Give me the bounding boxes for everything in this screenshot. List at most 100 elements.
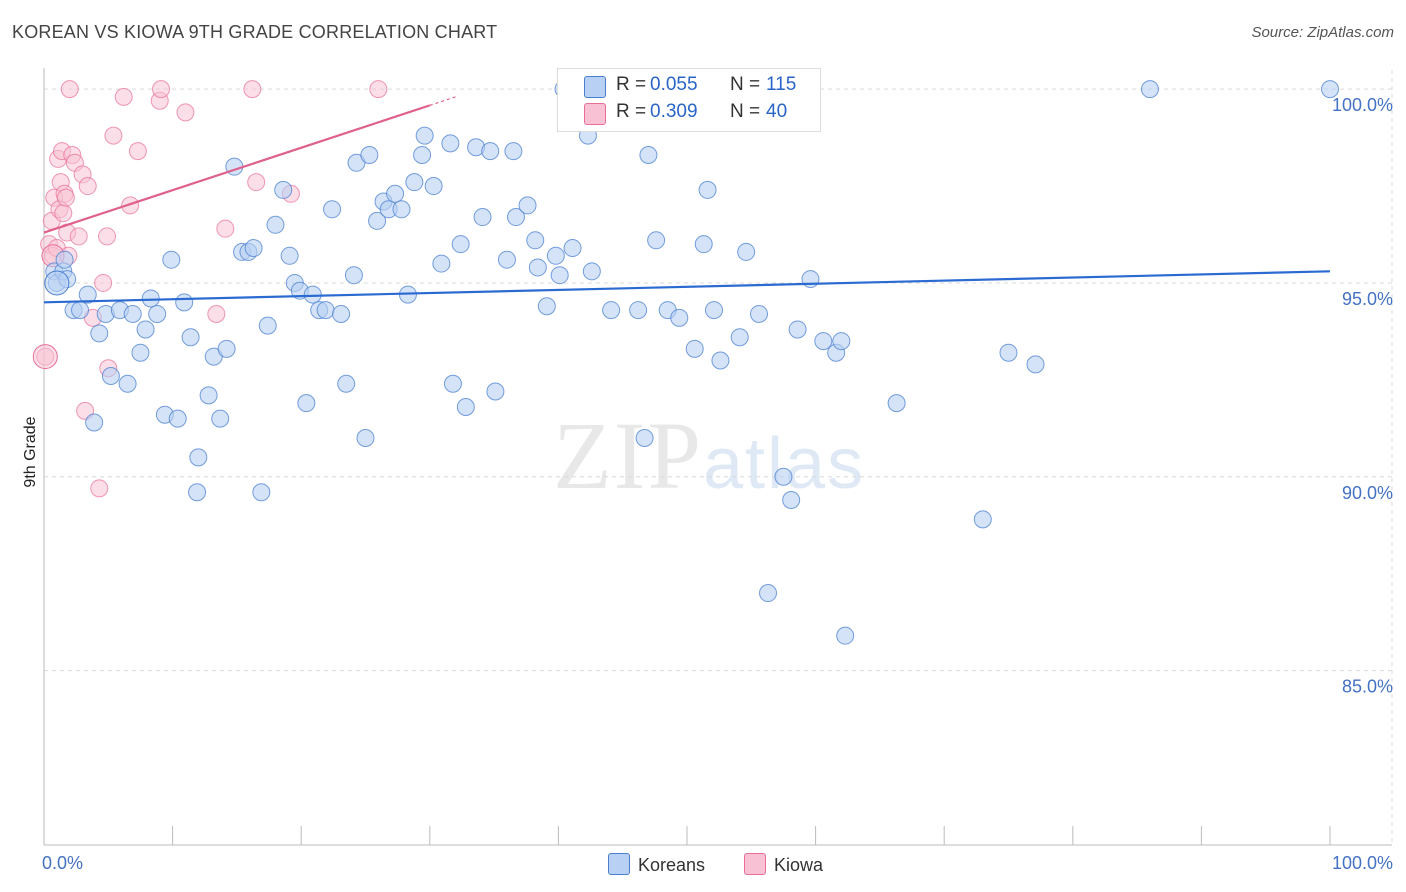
korean-point xyxy=(451,235,470,254)
y-tick-label: 90.0% xyxy=(1342,483,1393,503)
korean-point xyxy=(360,146,379,165)
gridlines xyxy=(44,70,1393,845)
korean-point xyxy=(303,285,322,304)
korean-point xyxy=(405,173,424,192)
kiowa-trend-line xyxy=(43,104,431,234)
kiowa-point xyxy=(56,188,75,207)
korean-point xyxy=(441,134,460,153)
kiowa-point xyxy=(60,80,79,99)
korean-point xyxy=(101,366,120,385)
r-value: 0.309 xyxy=(650,101,698,122)
y-tick-label: 100.0% xyxy=(1332,95,1393,115)
axes xyxy=(43,68,1392,846)
r-value: 0.055 xyxy=(650,74,698,95)
korean-point xyxy=(518,196,537,215)
korean-point xyxy=(136,320,155,339)
kiowa-point xyxy=(247,173,266,192)
x-tick-label: 100.0% xyxy=(1332,853,1393,873)
r-label: R = xyxy=(616,101,647,122)
korean-point xyxy=(90,324,109,343)
kiowa-point xyxy=(176,103,195,122)
korean-point xyxy=(297,394,316,413)
korean-series xyxy=(44,80,1339,645)
korean-point xyxy=(537,297,556,316)
korean-point xyxy=(123,304,142,323)
legend-item-kiowa[interactable]: Kiowa xyxy=(744,853,823,876)
korean-point xyxy=(181,328,200,347)
korean-point xyxy=(168,409,187,428)
korean-point xyxy=(443,374,462,393)
korean-point xyxy=(814,332,833,351)
korean-point xyxy=(211,409,230,428)
korean-point xyxy=(546,246,565,265)
korean-point xyxy=(694,235,713,254)
korean-point xyxy=(582,262,601,281)
kiowa-trend-extension xyxy=(429,96,456,106)
korean-point xyxy=(175,293,194,312)
korean-point xyxy=(266,215,285,234)
kiowa-point xyxy=(114,87,133,106)
kiowa-point xyxy=(78,177,97,196)
korean-point xyxy=(836,626,855,645)
korean-point xyxy=(323,200,342,219)
korean-point xyxy=(750,304,769,323)
n-label: N = xyxy=(730,74,761,95)
korean-point xyxy=(432,254,451,273)
korean-point xyxy=(635,428,654,447)
korean-point xyxy=(563,239,582,258)
korean-point xyxy=(639,146,658,165)
korean-point xyxy=(217,339,236,358)
korean-point xyxy=(1140,80,1159,99)
korean-point xyxy=(356,428,375,447)
n-label: N = xyxy=(730,101,761,122)
kiowa-point xyxy=(104,126,123,145)
kiowa-point xyxy=(243,80,262,99)
korean-point xyxy=(344,266,363,285)
korean-trend-line xyxy=(43,270,1331,304)
korean-point xyxy=(1321,80,1339,99)
kiowa-point xyxy=(152,80,171,99)
korean-point xyxy=(685,339,704,358)
kiowa-point xyxy=(128,142,147,161)
korean-point xyxy=(481,142,500,161)
korean-point xyxy=(526,231,545,250)
korean-point xyxy=(44,270,70,296)
korean-point xyxy=(141,289,160,308)
legend-label-koreans: Koreans xyxy=(638,855,706,875)
korean-point xyxy=(332,304,351,323)
kiowa-point xyxy=(207,304,226,323)
kiowa-point xyxy=(121,196,140,215)
watermark-atlas: atlas xyxy=(703,424,866,504)
legend-item-koreans[interactable]: Koreans xyxy=(608,853,705,876)
korean-point xyxy=(730,328,749,347)
korean-point xyxy=(506,208,525,227)
korean-point xyxy=(274,180,293,199)
korean-point xyxy=(737,242,756,261)
kiowa-legend-swatch xyxy=(744,853,766,875)
korean-point xyxy=(550,266,569,285)
watermark-zip: ZIP xyxy=(553,402,703,509)
korean-point xyxy=(199,386,218,405)
korean-point xyxy=(424,177,443,196)
watermark: ZIPatlas xyxy=(553,400,865,511)
korean-point xyxy=(71,301,90,320)
korean-point xyxy=(602,301,621,320)
korean-point xyxy=(528,258,547,277)
korean-point xyxy=(55,250,74,269)
korean-point xyxy=(832,332,851,351)
korean-point xyxy=(368,211,387,230)
korean-point xyxy=(78,285,97,304)
korean-point xyxy=(413,146,432,165)
kiowa-point xyxy=(98,227,117,246)
korean-point xyxy=(670,308,689,327)
korean-point xyxy=(973,510,992,529)
korean-point xyxy=(280,246,299,265)
korean-point xyxy=(711,351,730,370)
korean-point xyxy=(85,413,104,432)
stats-box: R = 0.055 N = 115 R = 0.309 N = 40 xyxy=(557,68,821,132)
korean-point xyxy=(131,343,150,362)
kiowa-point xyxy=(32,344,58,370)
korean-point xyxy=(392,200,411,219)
kiowa-point xyxy=(69,227,88,246)
